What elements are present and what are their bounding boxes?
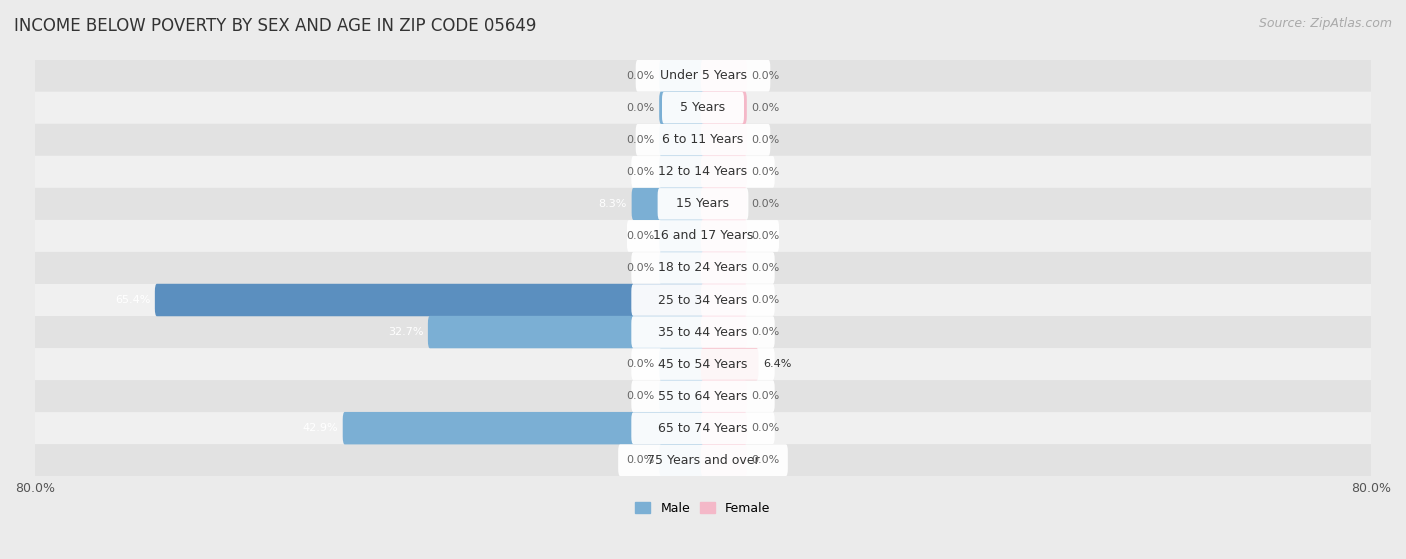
Text: 0.0%: 0.0% <box>626 135 655 145</box>
Text: INCOME BELOW POVERTY BY SEX AND AGE IN ZIP CODE 05649: INCOME BELOW POVERTY BY SEX AND AGE IN Z… <box>14 17 537 35</box>
FancyBboxPatch shape <box>631 348 775 380</box>
FancyBboxPatch shape <box>631 380 775 412</box>
FancyBboxPatch shape <box>631 284 775 316</box>
FancyBboxPatch shape <box>659 252 704 284</box>
Text: Source: ZipAtlas.com: Source: ZipAtlas.com <box>1258 17 1392 30</box>
Text: 65 to 74 Years: 65 to 74 Years <box>658 421 748 435</box>
Text: 32.7%: 32.7% <box>388 327 423 337</box>
Text: 25 to 34 Years: 25 to 34 Years <box>658 293 748 306</box>
FancyBboxPatch shape <box>35 156 1371 188</box>
Text: 0.0%: 0.0% <box>751 71 780 80</box>
Text: 0.0%: 0.0% <box>626 167 655 177</box>
Text: 0.0%: 0.0% <box>626 103 655 113</box>
FancyBboxPatch shape <box>35 92 1371 124</box>
FancyBboxPatch shape <box>702 412 747 444</box>
Text: 0.0%: 0.0% <box>626 231 655 241</box>
FancyBboxPatch shape <box>702 284 747 316</box>
Text: 0.0%: 0.0% <box>751 103 780 113</box>
FancyBboxPatch shape <box>427 316 704 348</box>
FancyBboxPatch shape <box>35 348 1371 380</box>
Text: 0.0%: 0.0% <box>751 231 780 241</box>
FancyBboxPatch shape <box>35 60 1371 92</box>
FancyBboxPatch shape <box>35 124 1371 156</box>
FancyBboxPatch shape <box>702 380 747 413</box>
FancyBboxPatch shape <box>35 444 1371 476</box>
Text: 0.0%: 0.0% <box>751 455 780 465</box>
FancyBboxPatch shape <box>702 316 747 348</box>
FancyBboxPatch shape <box>662 92 744 124</box>
Text: 6.4%: 6.4% <box>763 359 792 369</box>
FancyBboxPatch shape <box>659 124 704 156</box>
FancyBboxPatch shape <box>659 59 704 92</box>
Text: 0.0%: 0.0% <box>626 71 655 80</box>
FancyBboxPatch shape <box>155 284 704 316</box>
Text: 0.0%: 0.0% <box>626 391 655 401</box>
FancyBboxPatch shape <box>636 124 770 155</box>
Legend: Male, Female: Male, Female <box>630 497 776 520</box>
Text: 0.0%: 0.0% <box>751 135 780 145</box>
FancyBboxPatch shape <box>35 284 1371 316</box>
FancyBboxPatch shape <box>702 92 747 124</box>
FancyBboxPatch shape <box>659 380 704 413</box>
FancyBboxPatch shape <box>659 348 704 380</box>
Text: 35 to 44 Years: 35 to 44 Years <box>658 325 748 339</box>
FancyBboxPatch shape <box>35 380 1371 412</box>
Text: 0.0%: 0.0% <box>751 327 780 337</box>
FancyBboxPatch shape <box>658 188 748 220</box>
FancyBboxPatch shape <box>659 155 704 188</box>
FancyBboxPatch shape <box>631 252 775 284</box>
Text: 0.0%: 0.0% <box>751 263 780 273</box>
FancyBboxPatch shape <box>619 444 787 476</box>
FancyBboxPatch shape <box>35 316 1371 348</box>
Text: 12 to 14 Years: 12 to 14 Years <box>658 165 748 178</box>
Text: 45 to 54 Years: 45 to 54 Years <box>658 358 748 371</box>
FancyBboxPatch shape <box>702 124 747 156</box>
Text: 16 and 17 Years: 16 and 17 Years <box>652 229 754 243</box>
Text: 0.0%: 0.0% <box>751 199 780 209</box>
Text: 75 Years and over: 75 Years and over <box>647 454 759 467</box>
FancyBboxPatch shape <box>702 220 747 252</box>
FancyBboxPatch shape <box>702 155 747 188</box>
FancyBboxPatch shape <box>631 188 704 220</box>
FancyBboxPatch shape <box>659 220 704 252</box>
Text: 0.0%: 0.0% <box>751 423 780 433</box>
FancyBboxPatch shape <box>35 220 1371 252</box>
FancyBboxPatch shape <box>35 252 1371 284</box>
FancyBboxPatch shape <box>631 156 775 188</box>
FancyBboxPatch shape <box>702 348 758 380</box>
Text: 0.0%: 0.0% <box>626 359 655 369</box>
Text: 5 Years: 5 Years <box>681 101 725 114</box>
FancyBboxPatch shape <box>343 412 704 444</box>
Text: 0.0%: 0.0% <box>626 455 655 465</box>
Text: Under 5 Years: Under 5 Years <box>659 69 747 82</box>
FancyBboxPatch shape <box>702 188 747 220</box>
Text: 15 Years: 15 Years <box>676 197 730 210</box>
FancyBboxPatch shape <box>631 413 775 444</box>
Text: 0.0%: 0.0% <box>626 263 655 273</box>
FancyBboxPatch shape <box>35 412 1371 444</box>
Text: 8.3%: 8.3% <box>599 199 627 209</box>
Text: 18 to 24 Years: 18 to 24 Years <box>658 262 748 274</box>
FancyBboxPatch shape <box>636 60 770 92</box>
Text: 0.0%: 0.0% <box>751 391 780 401</box>
FancyBboxPatch shape <box>659 92 704 124</box>
FancyBboxPatch shape <box>627 220 779 252</box>
Text: 55 to 64 Years: 55 to 64 Years <box>658 390 748 402</box>
FancyBboxPatch shape <box>702 252 747 284</box>
Text: 6 to 11 Years: 6 to 11 Years <box>662 133 744 146</box>
FancyBboxPatch shape <box>659 444 704 476</box>
FancyBboxPatch shape <box>702 444 747 476</box>
Text: 65.4%: 65.4% <box>115 295 150 305</box>
Text: 0.0%: 0.0% <box>751 295 780 305</box>
Text: 0.0%: 0.0% <box>751 167 780 177</box>
FancyBboxPatch shape <box>702 59 747 92</box>
FancyBboxPatch shape <box>631 316 775 348</box>
FancyBboxPatch shape <box>35 188 1371 220</box>
Text: 42.9%: 42.9% <box>302 423 337 433</box>
